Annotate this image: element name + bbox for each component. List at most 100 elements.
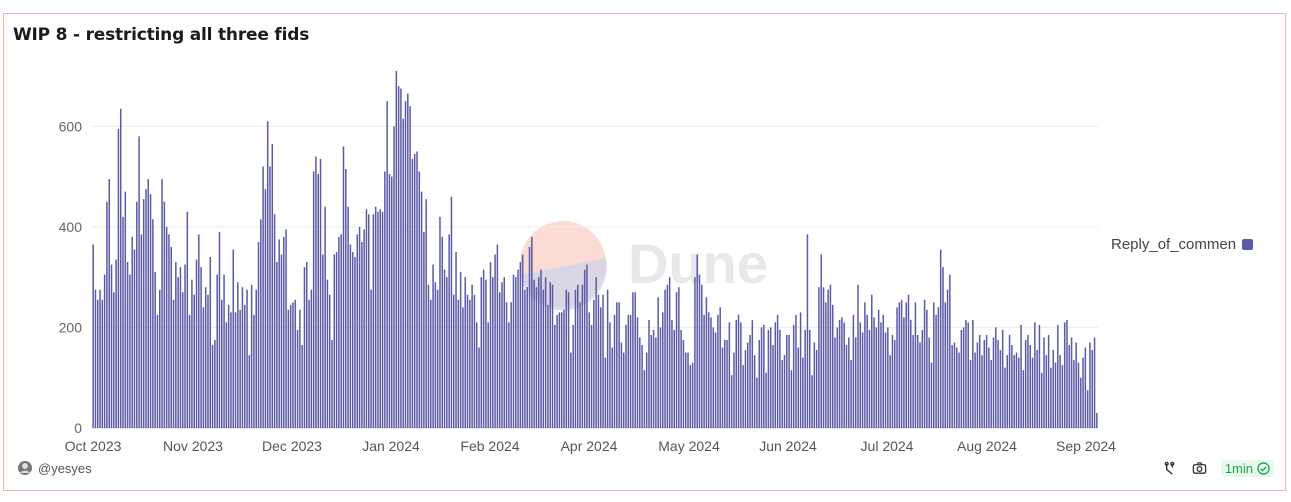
bar[interactable] [246,289,248,428]
bar[interactable] [1047,334,1050,428]
bar[interactable] [871,294,873,428]
bar[interactable] [999,350,1002,428]
bar[interactable] [496,244,499,428]
bar[interactable] [1031,357,1034,428]
bar[interactable] [622,352,625,428]
bar[interactable] [629,314,632,428]
bar[interactable] [485,279,487,428]
bar[interactable] [1015,352,1018,428]
bar[interactable] [746,342,749,428]
bar[interactable] [611,347,613,428]
bar[interactable] [974,352,976,428]
bar[interactable] [420,191,423,428]
bar[interactable] [260,219,262,428]
bar[interactable] [705,297,708,428]
bar[interactable] [976,342,979,428]
bar[interactable] [1052,350,1054,428]
bar[interactable] [547,304,549,428]
bar[interactable] [992,337,995,428]
bar[interactable] [195,259,198,428]
bar[interactable] [156,314,159,428]
bar[interactable] [666,284,669,428]
bar[interactable] [466,294,469,428]
bar[interactable] [434,282,437,428]
bar[interactable] [599,307,602,428]
bar[interactable] [1066,319,1068,428]
bar[interactable] [815,350,818,428]
bar[interactable] [680,329,682,428]
bar[interactable] [779,329,781,428]
bar[interactable] [618,302,620,428]
bar[interactable] [331,340,333,428]
bar[interactable] [701,284,703,428]
bar[interactable] [859,322,862,428]
bar[interactable] [241,287,244,428]
bar[interactable] [684,352,687,428]
bar[interactable] [923,299,926,428]
bar[interactable] [1008,334,1011,428]
bar[interactable] [377,211,379,428]
bar[interactable] [645,352,648,428]
bar[interactable] [868,329,871,428]
bar[interactable] [634,292,636,428]
bar[interactable] [368,214,370,428]
bar[interactable] [657,297,659,428]
bar[interactable] [310,289,313,428]
bar[interactable] [884,332,887,428]
bar[interactable] [544,277,547,428]
bar[interactable] [733,352,735,428]
bar[interactable] [237,282,239,428]
bar[interactable] [806,234,809,428]
bar[interactable] [512,274,515,428]
bar[interactable] [133,249,136,428]
bar[interactable] [744,350,747,428]
bar[interactable] [103,274,106,428]
bar[interactable] [510,302,512,428]
bar[interactable] [356,234,359,428]
bar[interactable] [459,272,462,428]
bar[interactable] [896,307,898,428]
bar[interactable] [593,299,595,428]
bar[interactable] [390,176,393,428]
bar[interactable] [101,299,104,428]
bar[interactable] [602,294,604,428]
bar[interactable] [425,199,427,428]
bar[interactable] [418,171,421,429]
bar[interactable] [340,234,342,428]
bar[interactable] [717,314,719,428]
bar[interactable] [783,355,786,428]
bar[interactable] [432,264,434,428]
bar[interactable] [308,299,310,428]
bar[interactable] [287,309,290,428]
bar[interactable] [285,229,287,428]
bar[interactable] [763,324,765,428]
bar[interactable] [790,370,793,428]
bar[interactable] [1043,337,1045,428]
bar[interactable] [234,312,237,428]
bar[interactable] [487,322,489,428]
bar[interactable] [953,342,956,428]
bar[interactable] [108,179,110,428]
bar[interactable] [145,189,147,428]
bar[interactable] [765,372,767,428]
bar[interactable] [342,146,345,428]
bar[interactable] [230,312,232,428]
bar[interactable] [804,329,806,428]
bar[interactable] [326,279,329,428]
bar[interactable] [299,309,301,428]
bar[interactable] [528,246,531,428]
bar[interactable] [524,289,526,428]
bar[interactable] [946,289,949,428]
bar[interactable] [965,319,967,428]
bar[interactable] [751,319,754,428]
bar[interactable] [379,209,382,428]
bar[interactable] [537,277,540,428]
bar[interactable] [184,264,186,428]
bar[interactable] [811,375,813,428]
bar[interactable] [262,166,264,428]
bar[interactable] [652,329,655,428]
bar[interactable] [620,342,623,428]
bar[interactable] [152,219,154,428]
bar[interactable] [978,334,981,428]
bar[interactable] [188,314,191,428]
